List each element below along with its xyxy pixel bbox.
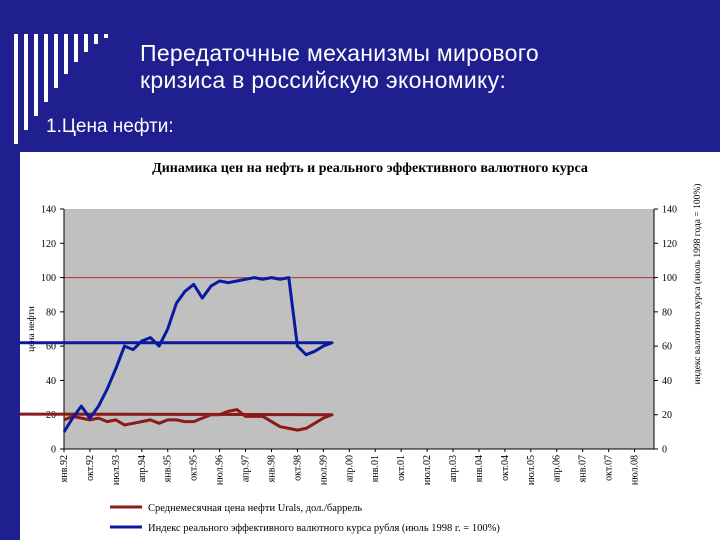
x-tick-label: окт.01 (396, 455, 407, 481)
x-tick-label: янв.07 (578, 455, 589, 482)
chart-panel: Динамика цен на нефть и реального эффект… (20, 152, 720, 540)
slide-title: Передаточные механизмы мирового кризиса … (140, 40, 700, 94)
y-tick-label-left: 60 (46, 342, 56, 353)
x-tick-label: янв.92 (59, 455, 70, 482)
slide-title-line-2: кризиса в российскую экономику: (140, 67, 507, 93)
x-tick-label: апр.97 (241, 455, 252, 482)
y-tick-label-right: 0 (662, 445, 667, 456)
x-tick-label: окт.04 (500, 455, 511, 481)
y-tick-label-left: 100 (41, 273, 56, 284)
series-line-oil-price (20, 408, 334, 432)
x-tick-label: окт.95 (189, 455, 200, 481)
y-tick-label-right: 40 (662, 376, 672, 387)
x-tick-label: июл.93 (111, 455, 122, 485)
x-tick-label: окт.92 (85, 455, 96, 481)
y-tick-label-right: 140 (662, 205, 677, 216)
y-tick-label-right: 80 (662, 307, 672, 318)
x-tick-label: июл.99 (318, 455, 329, 485)
y-tick-label-right: 20 (662, 410, 672, 421)
x-tick-label: апр.06 (552, 455, 563, 482)
x-tick-label: апр.03 (448, 455, 459, 482)
x-tick-label: янв.04 (474, 455, 485, 482)
y-tick-label-right: 100 (662, 273, 677, 284)
y-tick-label-left: 120 (41, 239, 56, 250)
y-axis-right-label: индекс валютного курса (июль 1998 года =… (692, 184, 703, 385)
x-tick-label: июл.08 (630, 455, 641, 485)
y-tick-label-left: 20 (46, 410, 56, 421)
x-tick-label: окт.98 (292, 455, 303, 481)
x-tick-label: апр.94 (137, 455, 148, 482)
x-tick-label: апр.00 (344, 455, 355, 482)
x-tick-label: июл.05 (526, 455, 537, 485)
plot-area (64, 209, 654, 449)
y-tick-label-left: 80 (46, 307, 56, 318)
x-tick-label: окт.07 (604, 455, 615, 481)
chart-title: Динамика цен на нефть и реального эффект… (152, 161, 588, 176)
x-tick-label: июл.96 (215, 455, 226, 485)
line-chart: 0 0 20 20 40 40 60 60 80 80 100 100 120 120 140 140 янв.… (20, 184, 703, 534)
x-tick-label: янв.98 (266, 455, 277, 482)
legend-label: Индекс реального эффективного валютного … (148, 523, 500, 534)
slide-title-line-1: Передаточные механизмы мирового (140, 40, 539, 66)
decorative-stripes (14, 34, 134, 154)
x-tick-label: июл.02 (422, 455, 433, 485)
slide-subtitle: 1.Цена нефти: (46, 116, 174, 137)
y-tick-label-left: 140 (41, 205, 56, 216)
x-tick-label: янв.95 (163, 455, 174, 482)
legend-label: Среднемесячная цена нефти Urals, дол./ба… (148, 503, 362, 514)
series-line-reer-index (20, 276, 334, 433)
y-tick-label-right: 60 (662, 342, 672, 353)
x-tick-label: янв.01 (370, 455, 381, 482)
y-tick-label-right: 120 (662, 239, 677, 250)
y-tick-label-left: 0 (51, 445, 56, 456)
y-axis-left-label: цена нефти (26, 306, 37, 352)
y-tick-label-left: 40 (46, 376, 56, 387)
